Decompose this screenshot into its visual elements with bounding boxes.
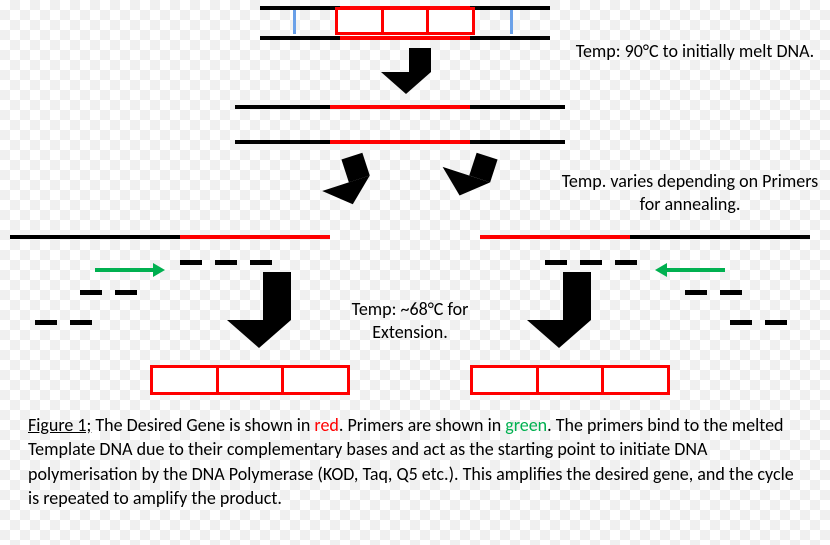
arrow-extend-left [245,272,309,348]
caption-t2: . Primers are shown in [339,414,505,436]
template-strand-right [480,235,810,239]
gene-box-product-left [150,365,350,395]
arrow-melt [395,48,445,94]
nucleotide-dash-right-2 [615,260,637,265]
gene-box-initial [335,7,475,35]
caption-green-word: green [505,414,547,436]
caption-lead: Figure 1; [28,414,91,436]
nucleotide-dash-right-5 [730,320,752,325]
gene-box-product-right-cell [604,368,667,392]
primer-arrow-reverse [655,263,725,277]
melted-strand-top-gene-region [330,105,470,109]
nucleotide-dash-right-0 [545,260,567,265]
nucleotide-dash-left-1 [215,260,237,265]
arrow-extend-left-head [227,320,291,348]
figure-caption: Figure 1; The Desired Gene is shown in r… [28,413,808,510]
restriction-tick-0 [293,10,296,34]
gene-box-product-right-cell [473,368,539,392]
nucleotide-dash-right-4 [720,290,742,295]
caption-red-word: red [314,414,338,436]
label-anneal: Temp. varies depending on Primers for an… [555,170,825,215]
gene-box-product-right [470,365,670,395]
nucleotide-dash-left-3 [80,290,102,295]
arrow-extend-right-stem [563,272,591,320]
label-extend: Temp: ~68°C for Extension. [325,298,495,343]
arrow-extend-right [545,272,609,348]
template-strand-right-gene-region [480,235,630,239]
dsdna-bottom-strand [260,36,550,40]
nucleotide-dash-right-3 [685,290,707,295]
diagram-stage: Temp: 90°C to initially melt DNA. Temp. v… [0,0,830,545]
nucleotide-dash-left-2 [250,260,272,265]
arrow-extend-right-head [527,320,591,348]
melted-strand-bot-gene-region [330,140,470,144]
gene-box-product-left-cell [153,368,219,392]
nucleotide-dash-right-6 [765,320,787,325]
nucleotide-dash-left-5 [35,320,57,325]
gene-box-product-right-cell [539,368,605,392]
arrow-anneal-left [328,148,390,207]
gene-box-product-left-cell [219,368,285,392]
gene-box-initial-cell [338,10,384,32]
arrow-anneal-right [449,148,511,207]
melted-strand-bot [235,140,565,144]
nucleotide-dash-left-4 [115,290,137,295]
nucleotide-dash-left-0 [180,260,202,265]
arrow-melt-head [381,72,431,94]
template-strand-left-gene-region [180,235,330,239]
label-melt: Temp: 90°C to initially melt DNA. [570,40,820,63]
melted-strand-top [235,105,565,109]
primer-arrow-forward [95,263,165,277]
nucleotide-dash-right-1 [580,260,602,265]
restriction-tick-1 [510,10,513,34]
nucleotide-dash-left-6 [70,320,92,325]
dsdna-bottom-strand-gene-region [340,36,470,40]
gene-box-product-left-cell [284,368,347,392]
arrow-anneal-left-head [322,176,376,212]
arrow-extend-left-stem [263,272,291,320]
template-strand-left [10,235,330,239]
gene-box-initial-cell [384,10,430,32]
caption-t1: The Desired Gene is shown in [91,414,314,436]
arrow-melt-stem [409,48,431,72]
gene-box-initial-cell [429,10,472,32]
